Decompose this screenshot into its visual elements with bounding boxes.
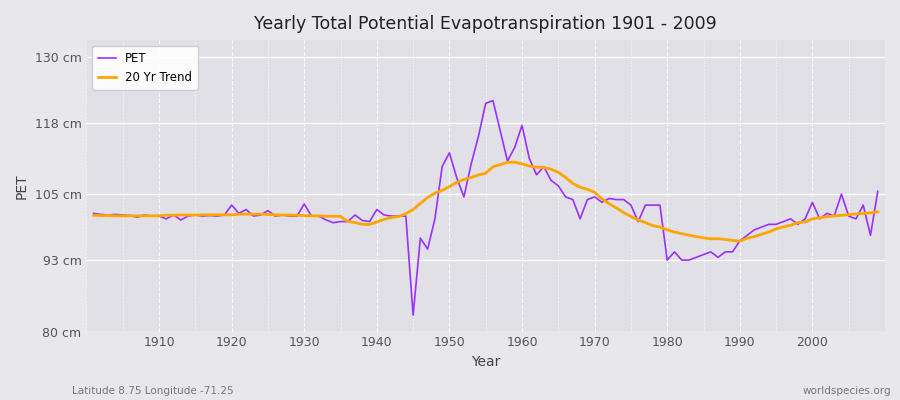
Line: 20 Yr Trend: 20 Yr Trend xyxy=(94,162,878,241)
20 Yr Trend xyxy=(147,214,158,218)
20 Yr Trend xyxy=(611,206,622,210)
PET xyxy=(147,214,158,218)
PET xyxy=(524,156,535,161)
PET xyxy=(488,98,499,103)
20 Yr Trend xyxy=(524,164,535,168)
PET xyxy=(88,211,99,216)
Title: Yearly Total Potential Evapotranspiration 1901 - 2009: Yearly Total Potential Evapotranspiratio… xyxy=(255,15,717,33)
Legend: PET, 20 Yr Trend: PET, 20 Yr Trend xyxy=(93,46,198,90)
20 Yr Trend xyxy=(502,160,513,164)
PET xyxy=(531,172,542,177)
Line: PET: PET xyxy=(94,101,878,315)
PET xyxy=(306,214,317,218)
20 Yr Trend xyxy=(306,214,317,218)
20 Yr Trend xyxy=(517,162,527,166)
Text: Latitude 8.75 Longitude -71.25: Latitude 8.75 Longitude -71.25 xyxy=(72,386,234,396)
PET xyxy=(618,197,629,202)
20 Yr Trend xyxy=(734,239,745,244)
20 Yr Trend xyxy=(872,210,883,214)
20 Yr Trend xyxy=(88,213,99,218)
Y-axis label: PET: PET xyxy=(15,173,29,199)
PET xyxy=(872,189,883,194)
X-axis label: Year: Year xyxy=(471,355,500,369)
20 Yr Trend xyxy=(349,220,360,225)
PET xyxy=(408,313,418,318)
PET xyxy=(349,212,360,217)
Text: worldspecies.org: worldspecies.org xyxy=(803,386,891,396)
